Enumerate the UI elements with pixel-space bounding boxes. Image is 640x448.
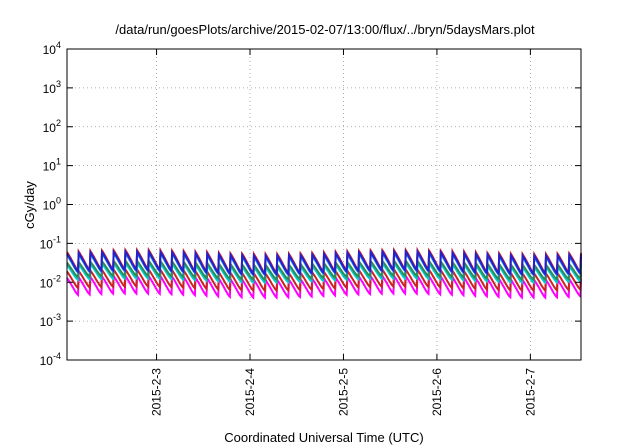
series-group bbox=[66, 246, 582, 300]
series-line-6 bbox=[66, 248, 582, 277]
x-axis: 2015-2-3 2015-2-4 2015-2-5 2015-2-6 2015-2-7 bbox=[150, 49, 537, 416]
y-axis-label: cGy/day bbox=[22, 181, 37, 229]
y-tick-label: 10-4 bbox=[40, 351, 61, 368]
chart-title: /data/run/goesPlots/archive/2015-02-07/1… bbox=[115, 22, 535, 37]
y-tick-label: 10-2 bbox=[40, 273, 61, 290]
y-tick-label: 10-1 bbox=[40, 234, 61, 251]
y-tick-label: 104 bbox=[43, 40, 61, 57]
x-tick-label: 2015-2-3 bbox=[150, 368, 164, 416]
y-axis: 10-4 10-3 10-2 10-1 100 101 102 103 104 bbox=[40, 40, 581, 368]
y-tick-label: 101 bbox=[43, 157, 61, 174]
y-tick-label: 10-3 bbox=[40, 312, 61, 329]
grid bbox=[67, 49, 581, 360]
y-tick-label: 102 bbox=[43, 118, 61, 135]
x-tick-label: 2015-2-7 bbox=[523, 368, 537, 416]
x-tick-label: 2015-2-4 bbox=[243, 368, 257, 416]
x-tick-label: 2015-2-6 bbox=[430, 368, 444, 416]
x-axis-label: Coordinated Universal Time (UTC) bbox=[224, 430, 423, 445]
x-tick-label: 2015-2-5 bbox=[336, 368, 350, 416]
y-tick-label: 103 bbox=[43, 79, 61, 96]
y-tick-label: 100 bbox=[43, 196, 61, 213]
